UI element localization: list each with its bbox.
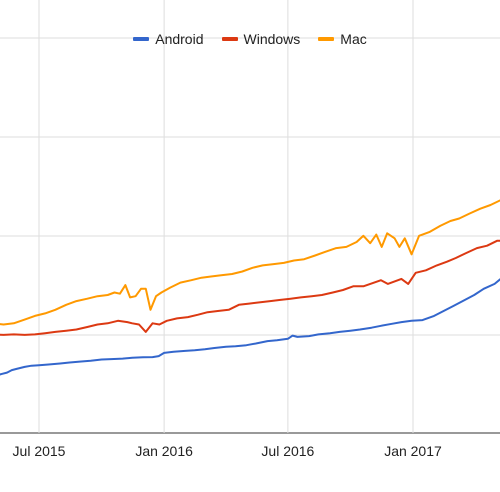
chart-series-lines	[0, 199, 500, 376]
x-tick-label: Jul 2016	[261, 443, 314, 459]
series-line-windows	[0, 239, 500, 336]
series-line-mac	[0, 199, 500, 326]
legend-label-android: Android	[155, 31, 204, 47]
legend-swatch-android	[133, 37, 150, 41]
x-axis-tick-labels: Jul 2015 Jan 2016 Jul 2016 Jan 2017	[13, 443, 442, 459]
chart-legend: Android Windows Mac	[0, 31, 500, 47]
legend-swatch-mac	[318, 37, 335, 41]
x-tick-label: Jul 2015	[13, 443, 66, 459]
x-tick-label: Jan 2016	[135, 443, 193, 459]
legend-label-mac: Mac	[340, 31, 367, 47]
x-tick-label: Jan 2017	[384, 443, 442, 459]
chart-gridlines	[0, 0, 500, 434]
legend-item-windows[interactable]: Windows	[221, 31, 301, 47]
legend-swatch-windows	[221, 37, 238, 41]
legend-item-mac[interactable]: Mac	[318, 31, 367, 47]
legend-label-windows: Windows	[243, 31, 301, 47]
series-line-android	[0, 278, 500, 376]
legend-item-android[interactable]: Android	[133, 31, 204, 47]
